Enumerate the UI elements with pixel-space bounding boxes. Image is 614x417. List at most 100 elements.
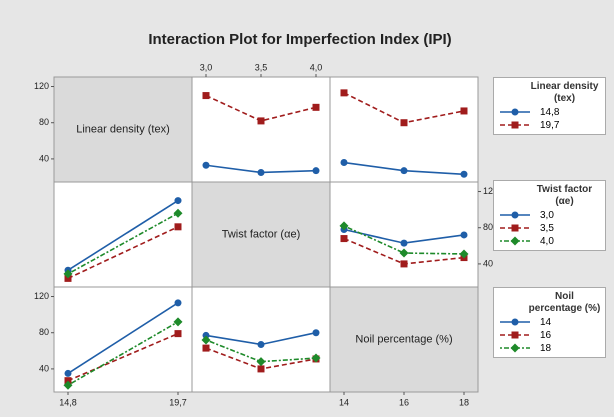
legend-swatch <box>500 224 530 232</box>
marker <box>64 377 72 385</box>
marker <box>340 235 348 243</box>
y-tick-label: 40 <box>39 153 49 163</box>
legend-entry: 19,7 <box>498 119 601 131</box>
legend-swatch <box>500 121 530 129</box>
diagonal-cell <box>329 286 479 393</box>
marker <box>257 117 265 125</box>
marker <box>511 211 519 219</box>
marker <box>63 380 73 390</box>
marker <box>257 365 265 373</box>
x-tick-label: 18 <box>459 397 469 407</box>
legend-label: 18 <box>540 342 552 354</box>
marker <box>174 223 182 231</box>
marker <box>174 299 182 307</box>
marker <box>511 108 519 116</box>
marker <box>257 168 265 176</box>
interaction-line <box>67 302 179 375</box>
legend-label: 3,5 <box>540 222 554 234</box>
x-tick-label: 19,7 <box>169 397 187 407</box>
marker <box>511 224 519 232</box>
marker <box>511 331 519 339</box>
legend: Linear density (tex) 14,8 19,7 <box>493 77 606 135</box>
legend: Noil percentage (%) 14 16 18 <box>493 287 606 358</box>
chart-title: Interaction Plot for Imperfection Index … <box>148 31 451 48</box>
marker <box>201 335 211 345</box>
legend-label: 19,7 <box>540 119 560 131</box>
marker <box>202 344 210 352</box>
marker <box>400 260 408 268</box>
factor-label: Noil percentage (%) <box>355 333 452 345</box>
legend-label: 4,0 <box>540 235 554 247</box>
legend-title: Noil percentage (%) <box>528 291 601 314</box>
legend: Twist factor (αe) 3,0 3,5 4,0 <box>493 180 606 251</box>
marker <box>312 329 320 337</box>
legend-entry: 18 <box>498 342 601 354</box>
legend-entry: 14 <box>498 316 601 328</box>
marker <box>202 161 210 169</box>
marker <box>173 317 183 327</box>
interaction-line <box>343 225 465 255</box>
y-tick-label: 80 <box>39 117 49 127</box>
x-tick-label: 14 <box>339 397 349 407</box>
factor-label: Linear density (tex) <box>76 123 170 135</box>
marker <box>312 167 320 175</box>
marker <box>399 248 409 258</box>
marker <box>460 170 468 178</box>
legend-swatch <box>500 343 530 353</box>
x-tick-label: 16 <box>399 397 409 407</box>
diagonal-cell <box>191 181 331 288</box>
panel <box>191 286 331 393</box>
legend-swatch <box>500 331 530 339</box>
legend-label: 14 <box>540 316 552 328</box>
x-tick-label: 14,8 <box>59 397 77 407</box>
legend-swatch <box>500 211 530 219</box>
marker <box>339 221 349 231</box>
marker <box>340 89 348 97</box>
marker <box>460 107 468 115</box>
factor-label: Twist factor (αe) <box>222 228 300 240</box>
marker <box>174 330 182 338</box>
marker <box>202 92 210 100</box>
legend-entry: 14,8 <box>498 106 601 118</box>
legend-entry: 3,5 <box>498 222 601 234</box>
marker <box>64 369 72 377</box>
marker <box>510 343 520 353</box>
panel <box>329 76 479 183</box>
legend-entry: 3,0 <box>498 209 601 221</box>
marker <box>202 331 210 339</box>
legend-entry: 4,0 <box>498 235 601 247</box>
interaction-line <box>67 226 179 280</box>
interaction-line <box>67 212 179 275</box>
legend-label: 16 <box>540 329 552 341</box>
marker <box>459 249 469 259</box>
marker <box>256 357 266 367</box>
panel <box>329 181 479 288</box>
panel <box>53 286 193 393</box>
marker <box>63 269 73 279</box>
marker <box>400 167 408 175</box>
y-tick-label: 40 <box>39 363 49 373</box>
legend-swatch <box>500 318 530 326</box>
marker <box>64 274 72 282</box>
legend-title: Twist factor (αe) <box>536 184 593 207</box>
marker <box>340 159 348 167</box>
legend-entry: 16 <box>498 329 601 341</box>
marker <box>460 231 468 239</box>
x-tick-label: 3,5 <box>255 62 268 72</box>
x-tick-label: 4,0 <box>310 62 323 72</box>
y-tick-label: 120 <box>34 81 49 91</box>
interaction-line <box>67 199 179 271</box>
marker <box>174 197 182 205</box>
y-tick-label: 80 <box>39 327 49 337</box>
marker <box>312 103 320 111</box>
marker <box>173 208 183 218</box>
marker <box>400 119 408 127</box>
marker <box>511 121 519 129</box>
y-tick-label: 40 <box>483 258 493 268</box>
y-tick-label: 120 <box>34 291 49 301</box>
legend-title: Linear density (tex) <box>530 81 599 104</box>
marker <box>400 239 408 247</box>
y-tick-label: 120 <box>483 186 498 196</box>
